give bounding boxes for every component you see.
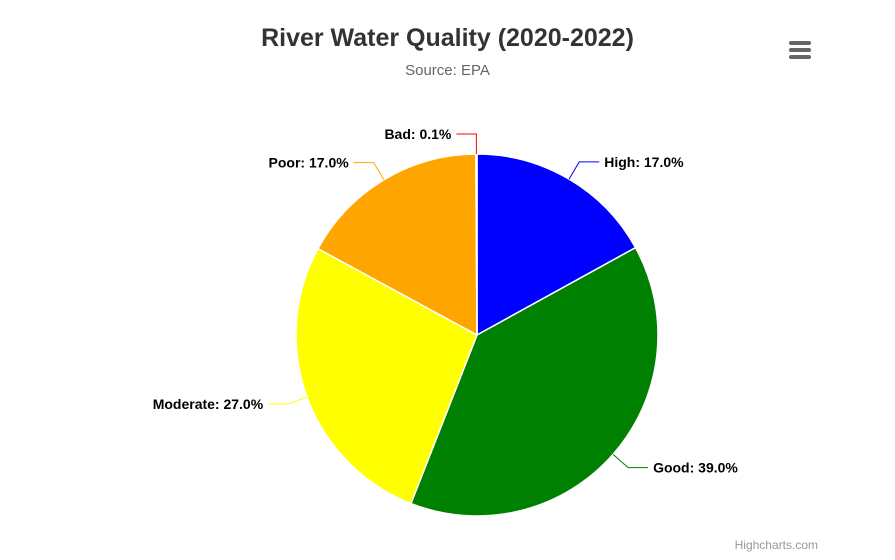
data-labels: High: 17.0% Good: 39.0% Moderate: 27.0% Poo… (153, 126, 739, 476)
connector-high (568, 161, 600, 180)
data-label-poor: Poor: 17.0% (269, 155, 350, 171)
menu-bar (789, 55, 811, 59)
menu-bar (789, 48, 811, 52)
chart-title: River Water Quality (2020-2022) (261, 24, 634, 52)
label-connectors (268, 133, 649, 469)
data-label-high: High: 17.0% (604, 154, 684, 170)
connector-moderate (268, 396, 308, 405)
pie-slice-poor[interactable] (317, 153, 478, 336)
pie-slice-bad[interactable] (475, 153, 478, 336)
menu-bar (789, 41, 811, 45)
connector-poor (353, 162, 385, 180)
connector-good (612, 454, 649, 469)
pie-slices (295, 153, 659, 517)
connector-bad (456, 133, 477, 155)
chart-subtitle: Source: EPA (405, 62, 490, 79)
data-label-bad: Bad: 0.1% (384, 126, 451, 142)
hamburger-menu-icon[interactable] (780, 34, 820, 66)
data-label-moderate: Moderate: 27.0% (153, 396, 264, 412)
pie-slice-high[interactable] (476, 153, 637, 336)
data-label-good: Good: 39.0% (653, 460, 738, 476)
credits-link[interactable]: Highcharts.com (734, 538, 818, 552)
